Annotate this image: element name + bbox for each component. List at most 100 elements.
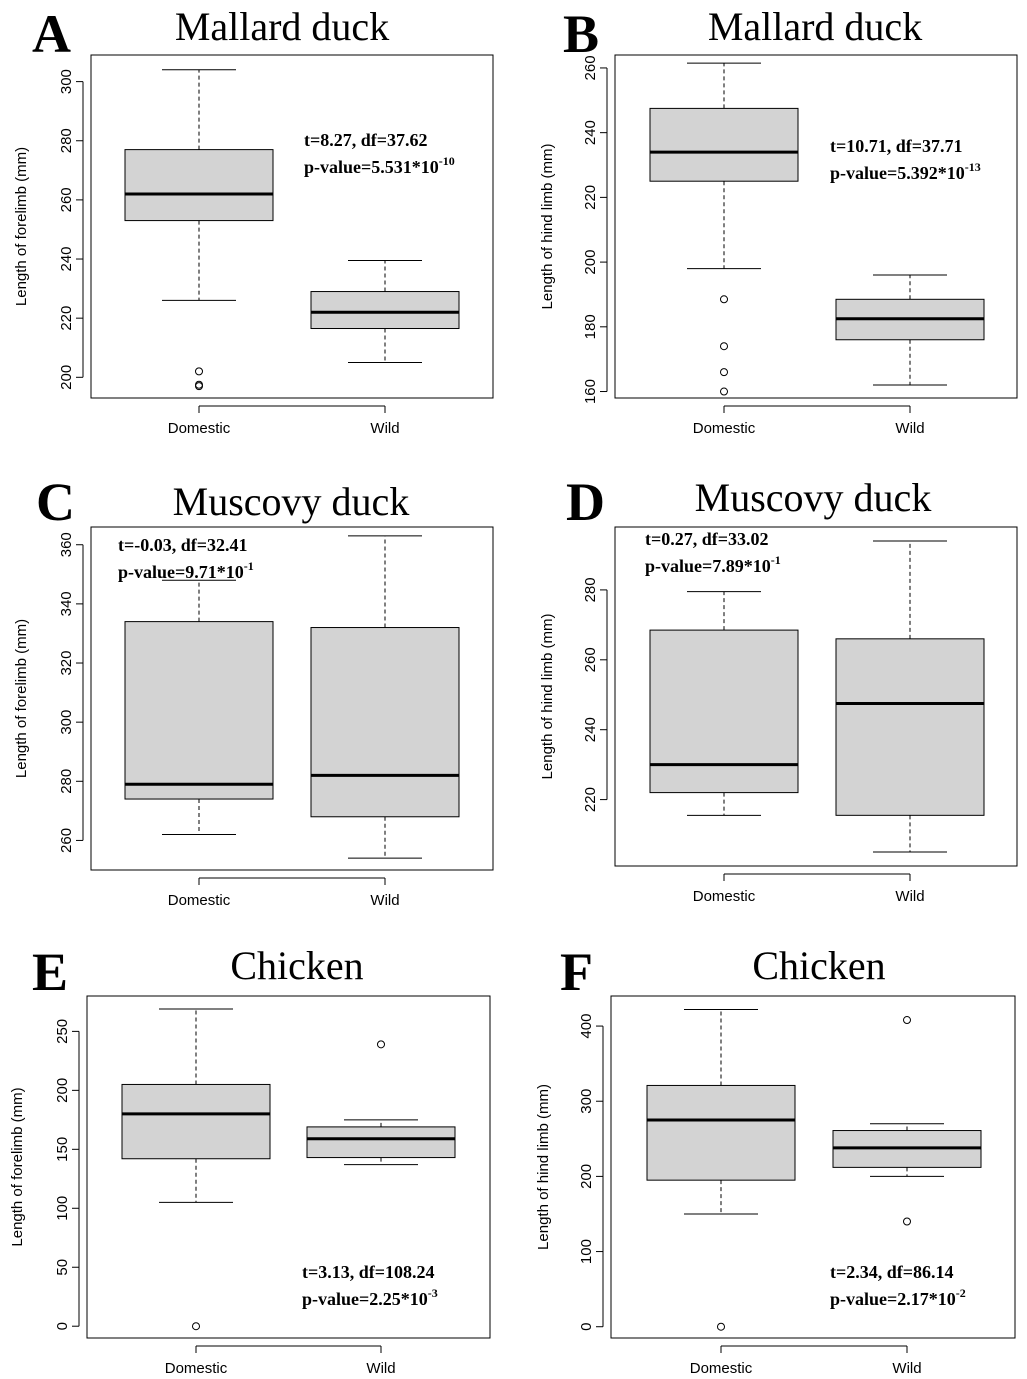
x-tick-label: Wild	[892, 1360, 921, 1377]
iqr-box	[835, 638, 985, 816]
outlier-point	[195, 367, 203, 376]
y-tick-label: 360	[58, 532, 75, 557]
y-tick-label: 280	[582, 577, 599, 602]
y-tick-label: 300	[58, 710, 75, 735]
p-value-base: p-value=5.531*10	[304, 157, 439, 177]
iqr-box	[121, 1083, 271, 1160]
panel-title: Muscovy duck	[695, 475, 932, 520]
panel-letter: C	[36, 472, 75, 532]
p-value-base: p-value=2.25*10	[302, 1289, 428, 1309]
y-tick-label: 200	[54, 1078, 71, 1103]
box-domestic	[649, 591, 799, 816]
y-tick-label: 100	[54, 1196, 71, 1221]
y-tick-label: 400	[578, 1014, 595, 1039]
x-tick-label: Wild	[895, 420, 924, 437]
y-tick-label: 240	[582, 717, 599, 742]
x-tick-label: Wild	[895, 888, 924, 905]
panel-c: C Muscovy duck 260 280 300 320 340 360 Length of…	[13, 472, 494, 909]
y-tick-label: 0	[54, 1322, 71, 1330]
stat-line-2: p-value=5.531*10-10	[304, 154, 455, 177]
y-axis-label: Length of hind limb (mm)	[535, 1084, 552, 1250]
panel-letter: B	[563, 4, 599, 64]
x-tick-label: Domestic	[693, 888, 756, 905]
stat-line-1: t=3.13, df=108.24	[302, 1262, 435, 1282]
box-wild	[835, 274, 985, 386]
plot-frame	[90, 526, 494, 871]
y-tick-label: 180	[582, 314, 599, 339]
stat-line-2: p-value=2.17*10-2	[830, 1286, 966, 1309]
outlier-point	[192, 1322, 200, 1331]
y-tick-label: 260	[58, 828, 75, 853]
box-domestic	[124, 579, 274, 836]
x-tick-label: Domestic	[168, 892, 231, 909]
y-axis-label: Length of hind limb (mm)	[539, 614, 556, 780]
y-tick-label: 240	[58, 247, 75, 272]
outlier-point	[377, 1040, 385, 1049]
y-tick-label: 50	[54, 1259, 71, 1276]
stat-line-1: t=10.71, df=37.71	[830, 136, 963, 156]
x-tick-label: Domestic	[165, 1360, 228, 1377]
box-domestic	[124, 69, 274, 391]
box-wild	[832, 1016, 982, 1226]
panel-a: A Mallard duck 200 220 240 260 280 300 Length of…	[13, 4, 494, 437]
panel-title: Chicken	[230, 943, 363, 988]
outlier-point	[903, 1217, 911, 1226]
y-tick-label: 220	[582, 787, 599, 812]
panel-letter: F	[560, 942, 593, 1002]
stat-line-1: t=0.27, df=33.02	[645, 529, 769, 549]
stat-line-2: p-value=2.25*10-3	[302, 1286, 438, 1309]
iqr-box	[124, 621, 274, 800]
outlier-point	[720, 368, 728, 377]
y-tick-label: 340	[58, 591, 75, 616]
iqr-box	[124, 149, 274, 222]
box-wild	[835, 540, 985, 853]
plot-frame	[610, 995, 1016, 1339]
outlier-point	[720, 342, 728, 351]
y-tick-label: 260	[582, 647, 599, 672]
y-tick-label: 200	[582, 250, 599, 275]
box-wild	[310, 260, 460, 364]
x-tick-label: Domestic	[693, 420, 756, 437]
outlier-point	[720, 387, 728, 396]
p-value-exponent: -13	[965, 160, 981, 174]
panel-title: Chicken	[752, 943, 885, 988]
x-tick-label: Wild	[370, 420, 399, 437]
box-wild	[306, 1040, 456, 1166]
p-value-exponent: -10	[439, 154, 455, 168]
box-domestic	[121, 1008, 271, 1331]
panel-letter: D	[566, 472, 605, 532]
panel-title: Mallard duck	[708, 4, 922, 49]
p-value-base: p-value=7.89*10	[645, 556, 771, 576]
y-tick-label: 150	[54, 1137, 71, 1162]
y-tick-label: 220	[582, 185, 599, 210]
x-tick-label: Domestic	[690, 1360, 753, 1377]
y-tick-label: 280	[58, 769, 75, 794]
y-tick-label: 100	[578, 1239, 595, 1264]
y-axis-label: Length of forelimb (mm)	[9, 1087, 26, 1246]
p-value-exponent: -3	[428, 1286, 438, 1300]
outlier-point	[903, 1016, 911, 1025]
p-value-base: p-value=5.392*10	[830, 163, 965, 183]
y-tick-label: 250	[54, 1019, 71, 1044]
stat-line-1: t=-0.03, df=32.41	[118, 535, 248, 555]
panel-title: Mallard duck	[175, 4, 389, 49]
plot-frame	[86, 995, 491, 1339]
iqr-box	[310, 291, 460, 330]
plot-frame	[614, 526, 1018, 867]
y-axis-label: Length of hind limb (mm)	[539, 144, 556, 310]
stat-line-2: p-value=7.89*10-1	[645, 553, 781, 576]
y-tick-label: 200	[58, 365, 75, 390]
y-tick-label: 320	[58, 651, 75, 676]
plot-frame	[90, 54, 494, 399]
panel-title: Muscovy duck	[173, 479, 410, 524]
panel-letter: E	[32, 942, 68, 1002]
stat-line-2: p-value=5.392*10-13	[830, 160, 981, 183]
p-value-exponent: -2	[956, 1286, 966, 1300]
plot-frame	[614, 54, 1018, 399]
x-tick-label: Wild	[366, 1360, 395, 1377]
y-tick-label: 160	[582, 379, 599, 404]
box-domestic	[646, 1009, 796, 1331]
x-tick-label: Domestic	[168, 420, 231, 437]
box-domestic	[649, 62, 799, 396]
